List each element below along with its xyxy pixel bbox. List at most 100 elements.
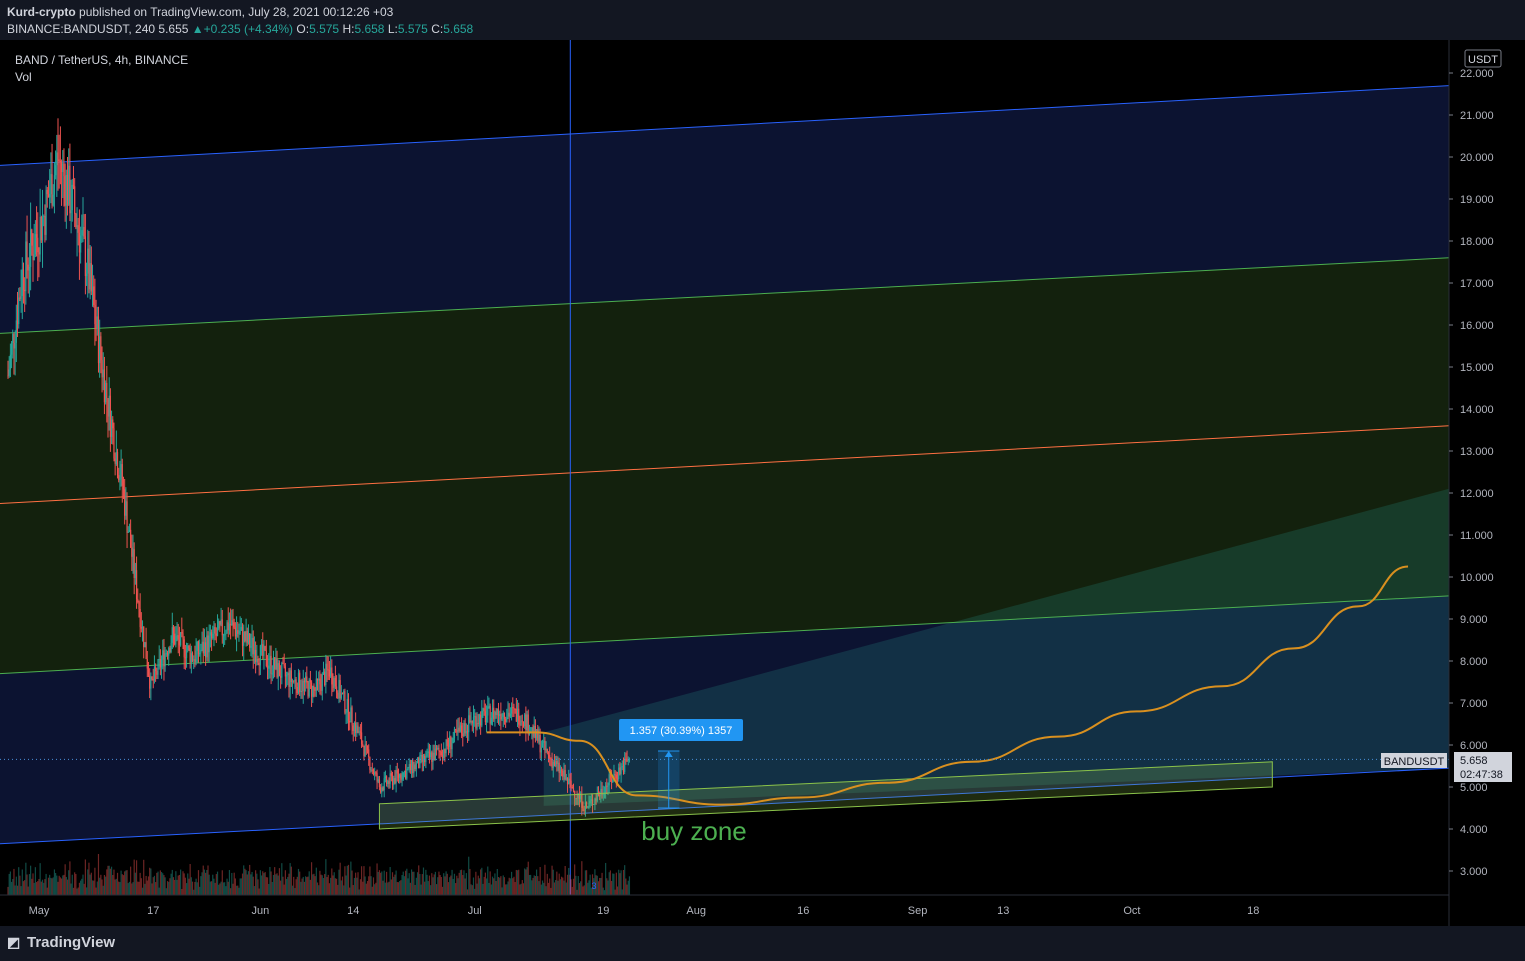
candle-body: [450, 736, 452, 750]
measure-arrowhead: [664, 751, 673, 758]
candle-body: [506, 717, 508, 722]
volume-bar: [318, 885, 320, 895]
volume-bar: [364, 876, 366, 895]
candle-body: [52, 194, 54, 206]
volume-legend[interactable]: Vol: [15, 70, 32, 84]
volume-bar: [455, 883, 457, 895]
candle-body: [449, 736, 451, 747]
channel-lines[interactable]: [0, 85, 1449, 845]
channel-line-top[interactable]: [0, 85, 1449, 166]
candle-body: [94, 305, 96, 325]
volume-bar: [530, 874, 532, 895]
candle-body: [65, 174, 67, 206]
candle-body: [462, 733, 464, 736]
volume-bar: [82, 874, 84, 895]
volume-bar: [316, 882, 319, 895]
candle-body: [27, 264, 29, 271]
volume-bar: [432, 877, 434, 895]
volume-bar: [252, 876, 254, 895]
candle-body: [187, 645, 189, 651]
candle-body: [270, 655, 272, 674]
volume-bar: [84, 859, 86, 895]
volume-bar: [150, 868, 152, 895]
volume-bar: [130, 866, 132, 895]
volume-bar: [625, 878, 627, 895]
volume-bar: [158, 887, 160, 895]
volume-bar: [207, 865, 209, 895]
volume-bar: [210, 881, 213, 895]
currency-badge[interactable]: [1464, 49, 1502, 68]
candle-body: [271, 673, 273, 675]
candle-body: [600, 788, 602, 796]
candle-body: [547, 752, 550, 756]
volume-bar: [114, 879, 116, 895]
volume-bar: [116, 872, 119, 895]
candle-body: [32, 245, 34, 261]
time-tick-label: Aug: [686, 905, 706, 917]
candle-body: [439, 750, 441, 752]
tradingview-logo[interactable]: ◩ TradingView: [7, 934, 115, 951]
volume-bar: [10, 881, 13, 895]
volume-bar: [38, 878, 40, 895]
candle-body: [185, 650, 188, 658]
price-tick-label: 10.000: [1460, 572, 1494, 584]
candle-body: [395, 770, 397, 784]
published-text: published on TradingView.com, July 28, 2…: [79, 5, 394, 19]
volume-bar: [406, 868, 408, 895]
volume-bar: [56, 875, 58, 895]
candle-body: [463, 723, 465, 736]
candle-body: [556, 761, 558, 764]
candle-body: [537, 729, 539, 742]
channel-line-bottom[interactable]: [0, 767, 1449, 845]
volume-bar: [626, 884, 628, 895]
price-axis[interactable]: 22.000 21.000 20.000 19.000 18.000 17.000 16.0…: [1449, 68, 1494, 878]
price-chart[interactable]: BAND / TetherUS, 4h, BINANCE Vol 1.357 (…: [0, 40, 1525, 926]
volume-bar: [305, 876, 307, 895]
candle-body: [478, 714, 481, 724]
volume-bar: [507, 881, 509, 895]
volume-bar: [141, 887, 144, 895]
volume-bar: [565, 882, 567, 895]
volume-bar: [509, 878, 511, 895]
projection-curve[interactable]: [486, 565, 1409, 806]
candle-body: [365, 744, 367, 746]
price-tick-label: 13.000: [1460, 446, 1494, 458]
candle-body: [510, 707, 513, 714]
channel-line-upper[interactable]: [0, 257, 1449, 334]
candle-body: [118, 475, 120, 481]
channel-line-lower[interactable]: [0, 595, 1449, 675]
volume-bar: [558, 873, 560, 895]
volume-bar: [66, 879, 69, 895]
volume-bar: [457, 878, 459, 895]
volume-bar: [339, 862, 341, 895]
candle-body: [513, 707, 515, 709]
volume-bar: [216, 871, 219, 895]
candle-body: [60, 162, 63, 173]
volume-bar: [124, 871, 126, 895]
symbol-name[interactable]: BINANCE:BANDUSDT, 240: [7, 22, 156, 36]
publisher-name[interactable]: Kurd-crypto: [7, 5, 76, 19]
volume-bar: [378, 870, 381, 895]
candle-body: [28, 266, 31, 271]
candle-body: [363, 745, 365, 757]
candle-body: [57, 152, 59, 160]
candle-body: [287, 673, 289, 675]
channel-line-mid[interactable]: [0, 425, 1449, 504]
pair-legend[interactable]: BAND / TetherUS, 4h, BINANCE: [15, 53, 188, 67]
time-axis[interactable]: May 17 Jun 14 Jul 19 Aug 16 Sep 13 Oct 18: [29, 905, 1260, 917]
volume-bar: [372, 877, 375, 895]
candle-body: [266, 665, 269, 669]
volume-bar: [97, 853, 100, 895]
candle-body: [585, 802, 588, 808]
candle-body: [256, 658, 258, 663]
candle-body: [9, 354, 11, 370]
candle-body: [549, 755, 551, 759]
candle-body: [428, 751, 431, 758]
candle-body: [170, 642, 172, 653]
candle-body: [387, 780, 389, 785]
volume-bar: [606, 878, 608, 895]
volume-bar: [426, 874, 428, 895]
volume-bar: [352, 885, 354, 895]
buy-zone-label[interactable]: buy zone: [641, 816, 747, 846]
candle-body: [191, 653, 194, 661]
